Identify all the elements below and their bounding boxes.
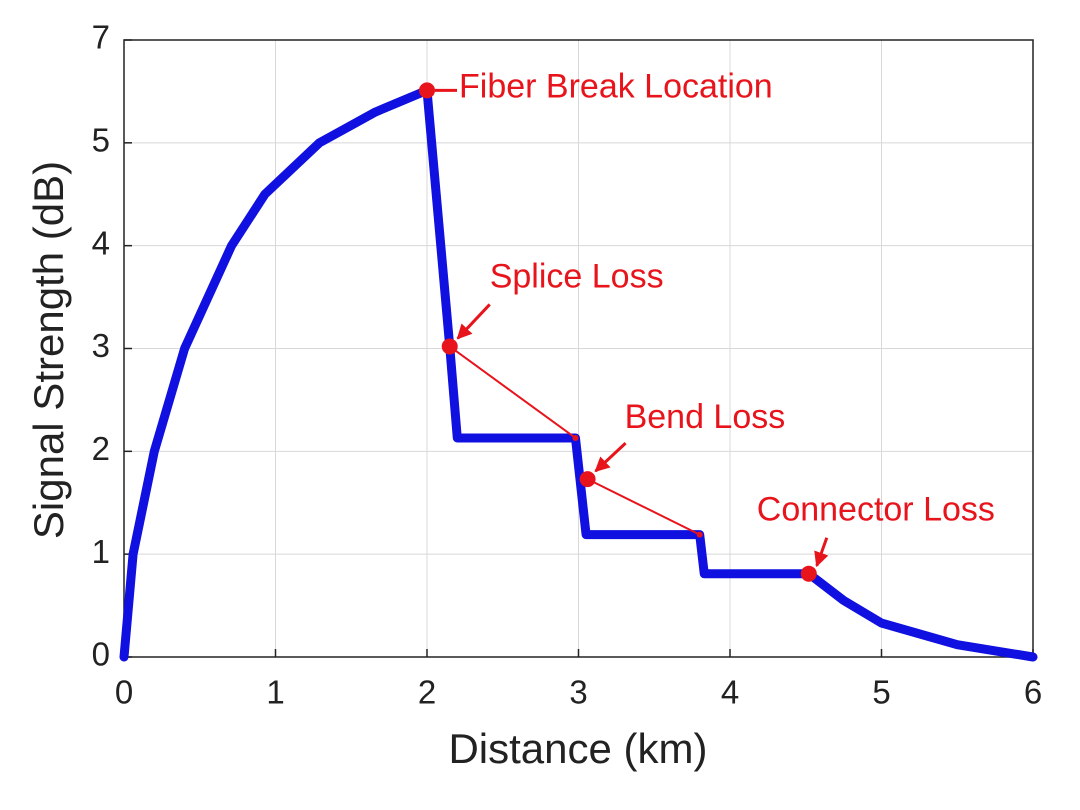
y-tick-label: 0 xyxy=(92,636,110,673)
guide-end xyxy=(572,434,579,441)
x-axis-title: Distance (km) xyxy=(448,725,707,772)
x-tick-label: 4 xyxy=(721,674,739,711)
annotation-point xyxy=(800,565,817,582)
x-tick-label: 3 xyxy=(569,674,587,711)
annotation-label: Splice Loss xyxy=(490,257,664,295)
annotation-arrow xyxy=(456,303,491,340)
x-tick-label: 1 xyxy=(266,674,284,711)
y-tick-label: 2 xyxy=(92,430,110,467)
annotation-label: Bend Loss xyxy=(625,398,786,436)
guide-line xyxy=(449,345,577,439)
annotation-arrow xyxy=(814,537,829,568)
signal-line xyxy=(119,85,1038,662)
plot-frame xyxy=(123,39,1034,658)
y-tick-label: 3 xyxy=(92,327,110,364)
x-tick-label: 5 xyxy=(872,674,890,711)
y-tick-label: 1 xyxy=(92,533,110,570)
annotation-label: Connector Loss xyxy=(757,491,995,529)
x-tick-label: 0 xyxy=(115,674,133,711)
annotation-point xyxy=(419,82,435,99)
annotation-label: Fiber Break Location xyxy=(459,67,773,105)
x-tick-label: 2 xyxy=(418,674,436,711)
annotation-arrow xyxy=(594,442,627,473)
x-tick-label: 6 xyxy=(1024,674,1042,711)
annotation-point xyxy=(579,471,596,488)
y-tick-label: 7 xyxy=(92,19,110,56)
y-tick-label: 4 xyxy=(92,224,110,261)
annotation-point xyxy=(441,338,458,355)
guide-end xyxy=(696,531,703,538)
y-tick-label: 5 xyxy=(92,122,110,159)
guide-line xyxy=(587,478,701,536)
y-axis-title: Signal Strength (dB) xyxy=(25,161,72,539)
